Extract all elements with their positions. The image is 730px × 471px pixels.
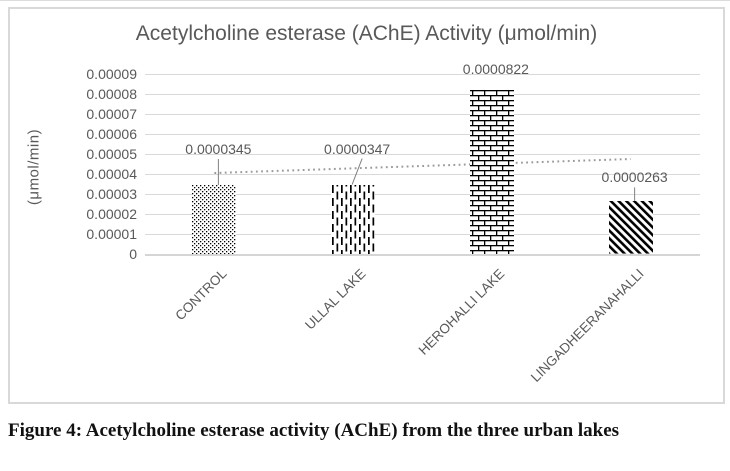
- y-tick-label: 0.00007: [86, 106, 137, 122]
- y-tick-label: 0.00005: [86, 146, 137, 162]
- bar-value-label: 0.0000345: [185, 141, 252, 157]
- chart-title: Acetylcholine esterase (AChE) Activity (…: [135, 22, 598, 45]
- bar-value-label: 0.0000263: [601, 169, 668, 186]
- x-category-label-text: ULLAL LAKE: [302, 266, 369, 333]
- y-tick-label: 0: [129, 246, 137, 262]
- y-tick-label: 0.00008: [86, 86, 137, 102]
- y-tick-label: 0.00003: [86, 186, 137, 202]
- chart-figure: Acetylcholine esterase (AChE) Activity (…: [8, 7, 725, 404]
- y-tick-label: 0.00002: [86, 206, 137, 222]
- plot-area: 0.0000345 0.0000347 0.0000822 0.0000263: [145, 61, 700, 256]
- page-top-edge: [0, 0, 730, 1]
- x-category-label-text: HEROHALLI LAKE: [415, 266, 508, 358]
- trendline-and-leaders-layer: [214, 158, 636, 202]
- x-category-label-text: CONTROL: [172, 266, 230, 324]
- bar-herohalli-lake: [469, 89, 514, 254]
- bar-lingadheeranahalli: [608, 201, 653, 254]
- y-tick-label: 0.00001: [86, 226, 137, 242]
- leader-line: [351, 158, 363, 185]
- x-category-label-text: LINGADHEERANAHALLI: [527, 266, 647, 385]
- trendline: [214, 158, 631, 174]
- bar-control: [192, 185, 237, 254]
- bar-value-label: 0.0000822: [462, 60, 529, 77]
- bar-ullal-lake: [331, 184, 376, 254]
- y-tick-label: 0.00004: [86, 166, 137, 182]
- y-tick-label: 0.00006: [86, 126, 137, 142]
- y-tick-label: 0.00009: [86, 66, 137, 82]
- bar-value-label: 0.0000347: [324, 140, 391, 157]
- figure-caption: Figure 4: Acetylcholine esterase activit…: [8, 420, 620, 441]
